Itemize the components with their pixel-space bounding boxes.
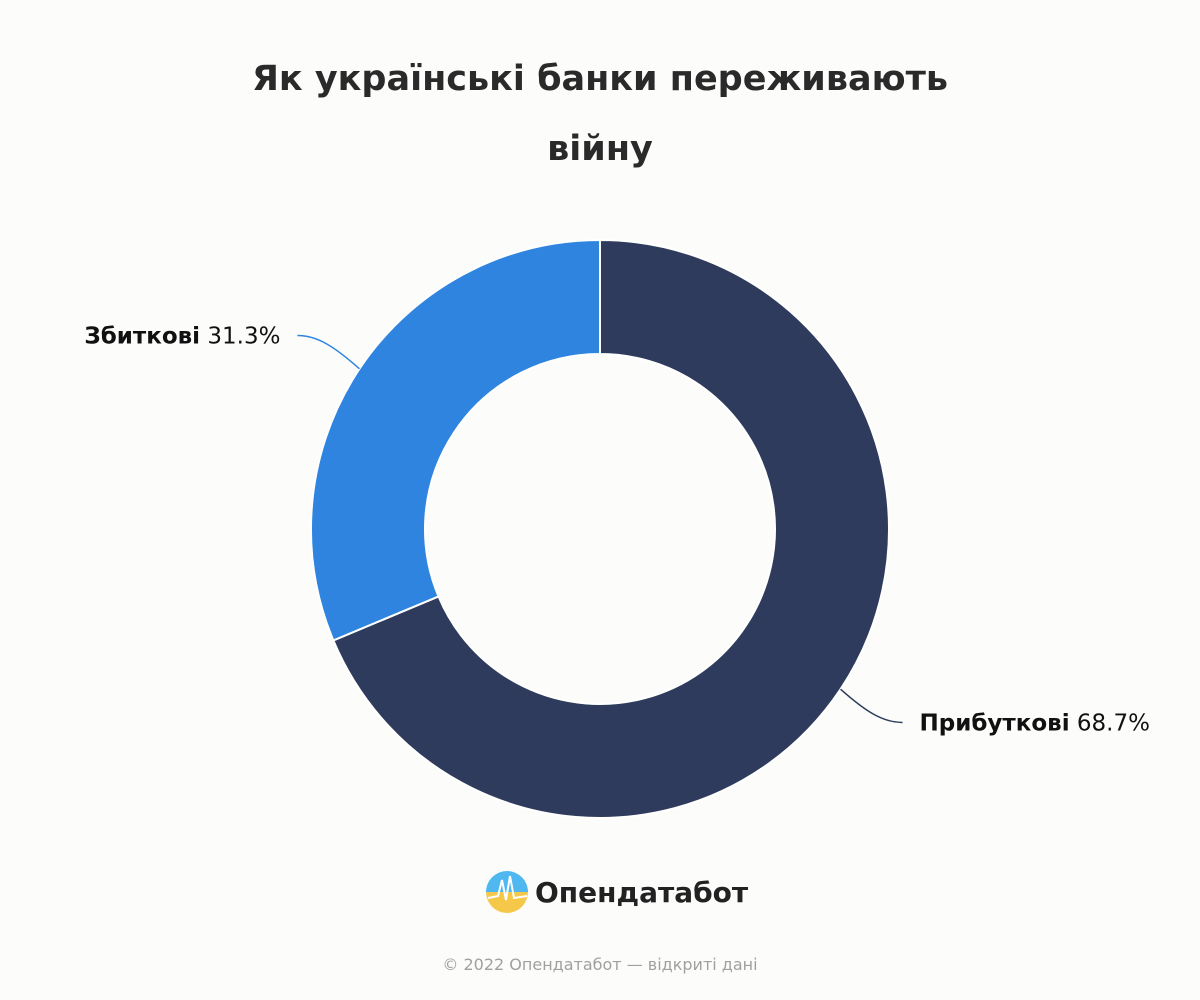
slice-label: Збиткові 31.3%: [84, 324, 280, 350]
logo-icon-line: [487, 875, 528, 901]
donut-slice: [310, 238, 601, 642]
slice-value: 68.7%: [1077, 710, 1150, 736]
slice-name: Прибуткові: [920, 710, 1070, 736]
slice-name: Збиткові: [84, 324, 200, 350]
brand: Опендатабот: [535, 876, 749, 909]
label-connector: [840, 688, 903, 724]
label-connector: [297, 334, 360, 370]
footer: © 2022 Опендатабот — відкриті дані: [442, 955, 757, 974]
donut-slice: [332, 238, 890, 819]
slice-value: 31.3%: [207, 324, 280, 350]
chart-title: Як українські банки переживають війну: [251, 59, 949, 169]
slice-label: Прибуткові 68.7%: [920, 710, 1150, 736]
